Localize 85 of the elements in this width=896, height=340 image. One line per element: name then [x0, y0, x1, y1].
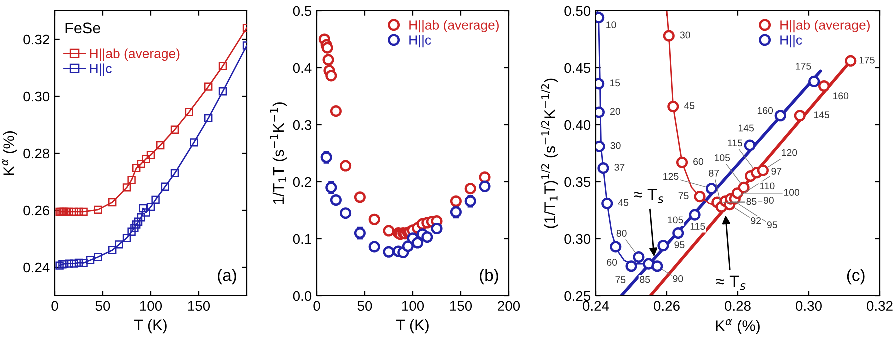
annotation: 105 — [715, 154, 730, 162]
legend-label: H||ab (average) — [90, 48, 180, 62]
y-tick-label: 0.1 — [293, 234, 312, 244]
x-tick-label: 50 — [358, 301, 372, 312]
annotation: 115 — [690, 223, 706, 230]
y-tick-label: 0.24 — [24, 262, 50, 273]
y-tick-label: 0.28 — [24, 148, 50, 159]
annotation: FeSe — [66, 22, 100, 34]
legend-label: H||c — [780, 35, 802, 48]
y-tick-label: 0.0 — [293, 291, 312, 302]
y-tick-label: 0.4 — [293, 63, 312, 74]
annotation: 92 — [751, 217, 762, 224]
annotation: 95 — [767, 222, 778, 228]
x-axis-title: T (K) — [396, 319, 429, 334]
annotation: 45 — [618, 199, 629, 206]
annotation: 60 — [694, 158, 704, 166]
annotation: 37 — [614, 164, 625, 171]
annotation: 125 — [664, 173, 679, 180]
annotation: 105 — [668, 216, 684, 224]
x-tick-label: 150 — [188, 301, 210, 312]
y-tick-label: 0.30 — [24, 92, 50, 102]
annotation: (b) — [480, 269, 498, 285]
annotation: (c) — [847, 269, 865, 285]
y-tick-label: 0.26 — [24, 206, 50, 216]
x-tick-label: 0.32 — [867, 301, 893, 312]
y-axis-title: K$^{α}$ (%) — [2, 132, 18, 176]
annotation: 145 — [738, 124, 754, 132]
annotation: 20 — [610, 108, 620, 116]
legend-label: H||ab (average) — [780, 20, 870, 33]
annotation: 175 — [860, 56, 875, 64]
x-tick-label: 100 — [402, 301, 424, 312]
y-tick-label: 0.35 — [564, 177, 591, 188]
annotation: 145 — [814, 112, 830, 118]
annotation: 115 — [728, 140, 742, 147]
annotation: 30 — [610, 142, 621, 150]
annotation: 160 — [758, 107, 774, 114]
annotation: 85 — [640, 276, 650, 284]
annotation: 30 — [680, 32, 690, 39]
x-tick-label: 100 — [140, 301, 162, 312]
y-tick-label: 0.32 — [24, 34, 50, 45]
x-tick-label: 200 — [498, 301, 520, 312]
annotation: ≈ T$_{s}$ — [716, 276, 746, 290]
annotation: 10 — [606, 22, 616, 28]
x-tick-label: 50 — [96, 301, 110, 312]
text: (1/T$_{1}$T)$^{1/2}$ (s$^{−1/2}$K$^{−1/2}$) — [541, 78, 558, 228]
x-tick-label: 0.28 — [725, 301, 751, 312]
annotation: 60 — [607, 259, 618, 266]
x-axis-title: K$^{α}$ (%) — [716, 319, 760, 334]
annotation: 97 — [772, 168, 782, 175]
annotation: 45 — [684, 102, 695, 110]
annotation: 75 — [616, 276, 626, 284]
y-tick-label: 0.3 — [293, 120, 312, 130]
x-tick-label: 0.26 — [654, 301, 680, 312]
annotation: 110 — [760, 182, 775, 190]
legend-label: H||c — [410, 35, 432, 48]
annotation: 80 — [616, 230, 627, 237]
annotation: 75 — [678, 192, 689, 200]
y-tick-label: 0.30 — [564, 234, 591, 244]
annotation: 87 — [709, 170, 720, 177]
y-tick-label: 0.50 — [564, 6, 591, 16]
y-tick-label: 0.5 — [293, 6, 312, 16]
annotation: 120 — [782, 149, 798, 156]
legend-label: H||ab (average) — [410, 20, 499, 33]
x-axis-title: T (K) — [134, 319, 167, 334]
legend-label: H||c — [90, 64, 112, 76]
annotation: ≈ T$_{s}$ — [634, 189, 664, 204]
annotation: 15 — [610, 80, 620, 87]
x-tick-label: 0 — [52, 301, 58, 312]
x-tick-label: 0.30 — [796, 301, 822, 312]
x-tick-label: 0.24 — [583, 301, 610, 312]
annotation: 95 — [674, 242, 685, 248]
y-tick-label: 0.2 — [293, 177, 312, 188]
y-tick-label: 0.45 — [564, 63, 591, 74]
annotation: 85 — [746, 198, 757, 206]
y-tick-label: 0.25 — [564, 291, 591, 302]
annotation: 90 — [673, 275, 684, 282]
annotation: 175 — [796, 63, 812, 70]
x-tick-label: 150 — [450, 301, 472, 312]
annotation: 100 — [784, 189, 800, 196]
y-tick-label: 0.40 — [564, 120, 591, 130]
annotation: (a) — [218, 269, 236, 285]
annotation: 90 — [764, 197, 774, 204]
annotation: 160 — [833, 92, 849, 100]
x-tick-label: 0 — [314, 301, 320, 312]
y-axis-title: 1/T$_{1}$T (s$^{−1}$K$^{−1}$) — [270, 102, 288, 204]
